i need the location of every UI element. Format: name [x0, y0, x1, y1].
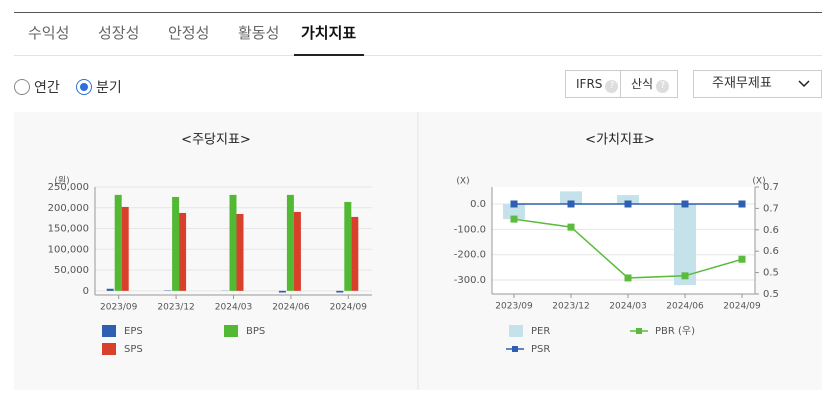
- legend-label: PER: [531, 326, 550, 337]
- radio-option[interactable]: 분기: [76, 77, 122, 97]
- bar: [560, 191, 582, 204]
- bar: [278, 290, 286, 293]
- y2-tick-label: 0.6: [763, 246, 779, 257]
- tab[interactable]: 수익성: [28, 24, 70, 42]
- button-label: IFRS: [576, 77, 603, 91]
- legend-label: PSR: [531, 344, 550, 355]
- y-tick-label: 100,000: [48, 244, 89, 255]
- y2-tick-label: 0.5: [763, 289, 779, 300]
- line-marker: [681, 272, 689, 280]
- y-tick-label: -300.0: [454, 275, 486, 286]
- y-tick-label: 50,000: [54, 265, 89, 276]
- plot-frame: [492, 187, 755, 294]
- radio-option[interactable]: 연간: [14, 77, 60, 97]
- x-tick-label: 2024/03: [215, 303, 252, 313]
- y-tick-label: 200,000: [48, 203, 89, 214]
- y2-tick-label: 0.7: [763, 182, 779, 193]
- radio-label: 연간: [34, 80, 60, 96]
- legend-label: BPS: [246, 326, 265, 337]
- y-unit: (원): [54, 176, 69, 187]
- radio-label: 분기: [96, 80, 122, 96]
- y2-unit: (X): [752, 177, 765, 187]
- x-tick-label: 2024/03: [609, 302, 646, 312]
- x-tick-label: 2023/09: [100, 303, 138, 313]
- legend-label: SPS: [124, 344, 143, 355]
- bar: [229, 194, 237, 291]
- y-tick-label: 0.0: [470, 199, 486, 210]
- y-unit: (X): [456, 177, 469, 187]
- chart-title: <주당지표>: [181, 133, 251, 148]
- formula-button[interactable]: 산식?: [620, 70, 678, 98]
- line-marker: [624, 274, 632, 282]
- line-marker: [510, 215, 518, 223]
- help-icon[interactable]: ?: [605, 80, 619, 93]
- x-tick-label: 2024/06: [272, 303, 310, 313]
- line-marker: [624, 200, 632, 208]
- legend-swatch: [512, 346, 518, 352]
- y-tick-label: 0: [83, 286, 89, 297]
- tab[interactable]: 안정성: [168, 24, 210, 42]
- radio-button: [76, 79, 92, 95]
- tab[interactable]: 성장성: [98, 24, 140, 42]
- bar: [351, 216, 359, 291]
- tab-underline: [294, 54, 364, 56]
- x-tick-label: 2024/09: [330, 303, 368, 313]
- dropdown-label: 주재무제표: [712, 76, 772, 91]
- help-icon[interactable]: ?: [656, 80, 670, 93]
- bar: [286, 194, 294, 291]
- bar: [293, 211, 301, 291]
- x-tick-label: 2024/06: [666, 302, 704, 312]
- bar: [336, 290, 344, 293]
- dropdown[interactable]: 주재무제표: [693, 70, 822, 98]
- line-marker: [738, 200, 746, 208]
- y2-tick-label: 0.5: [763, 268, 779, 279]
- top-rule: [14, 12, 822, 13]
- legend-label: PBR (우): [655, 325, 695, 337]
- x-tick-label: 2023/09: [495, 302, 533, 312]
- bar: [503, 203, 525, 220]
- legend-swatch: [102, 343, 116, 355]
- tab-rule: [14, 55, 822, 56]
- bar: [121, 206, 129, 291]
- x-tick-label: 2023/12: [552, 302, 589, 312]
- bar: [617, 195, 639, 204]
- tab[interactable]: 활동성: [238, 24, 280, 42]
- legend-swatch: [224, 325, 238, 337]
- legend-swatch: [102, 325, 116, 337]
- bar: [106, 288, 114, 291]
- y-tick-label: 150,000: [48, 224, 89, 235]
- y-tick-label: 250,000: [48, 182, 89, 193]
- bar: [674, 203, 696, 286]
- line-marker: [510, 200, 518, 208]
- x-tick-label: 2024/09: [723, 302, 761, 312]
- chart-title: <가치지표>: [585, 133, 655, 148]
- bar: [344, 201, 352, 291]
- radio-button: [14, 79, 30, 95]
- y-tick-label: -200.0: [454, 250, 486, 261]
- y2-tick-label: 0.7: [763, 203, 779, 214]
- legend-swatch: [509, 325, 523, 337]
- line-marker: [567, 200, 575, 208]
- line-marker: [681, 200, 689, 208]
- legend-swatch: [636, 328, 642, 334]
- bar: [179, 212, 187, 291]
- legend-label: EPS: [124, 326, 143, 337]
- bar: [114, 194, 122, 291]
- y2-tick-label: 0.6: [763, 225, 779, 236]
- chevron: [798, 80, 810, 88]
- x-tick-label: 2023/12: [157, 303, 194, 313]
- tab[interactable]: 가치지표: [301, 24, 357, 42]
- line-marker: [567, 223, 575, 231]
- bar: [236, 214, 244, 291]
- y-tick-label: -100.0: [454, 224, 486, 235]
- line-marker: [738, 255, 746, 263]
- bar: [172, 196, 180, 291]
- ifrs-button[interactable]: IFRS?: [565, 70, 621, 98]
- button-label: 산식: [631, 77, 654, 91]
